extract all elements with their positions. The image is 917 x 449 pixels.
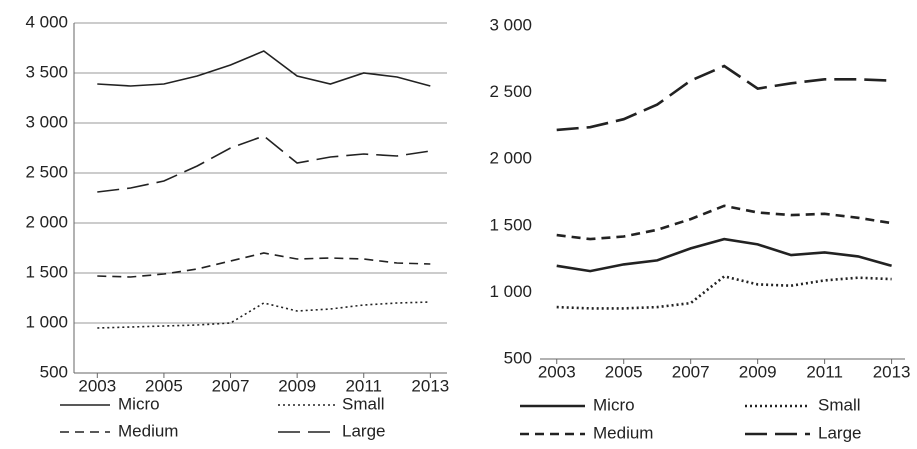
series-line (97, 252, 431, 278)
x-tick-label: 2013 (873, 362, 911, 381)
x-tick-label: 2003 (78, 376, 116, 395)
series-line (97, 50, 431, 87)
y-tick-label: 1 000 (25, 312, 68, 331)
x-tick-label: 2011 (806, 362, 843, 381)
x-tick-label: 2011 (345, 376, 382, 395)
y-tick-label: 500 (504, 348, 532, 367)
legend-label: Micro (118, 394, 160, 413)
y-tick-label: 3 500 (25, 62, 68, 81)
series-line (556, 274, 892, 310)
y-tick-label: 2 500 (489, 82, 532, 101)
x-tick-label: 2009 (278, 376, 316, 395)
legend-label: Large (342, 421, 385, 440)
y-tick-label: 2 500 (25, 162, 68, 181)
x-tick-label: 2013 (411, 376, 449, 395)
y-tick-label: 2 000 (25, 212, 68, 231)
legend-label: Medium (593, 423, 653, 442)
y-tick-label: 3 000 (489, 15, 532, 34)
legend-label: Small (818, 395, 861, 414)
series-line (556, 64, 892, 132)
x-tick-label: 2003 (538, 362, 576, 381)
legend-label: Small (342, 394, 385, 413)
y-tick-label: 2 000 (489, 149, 532, 168)
y-tick-label: 500 (40, 362, 68, 381)
series-line (556, 237, 892, 273)
legend-label: Medium (118, 421, 178, 440)
y-tick-label: 1 500 (25, 262, 68, 281)
y-tick-label: 1 000 (489, 282, 532, 301)
series-line (97, 135, 431, 193)
y-tick-label: 1 500 (489, 215, 532, 234)
y-tick-label: 4 000 (25, 12, 68, 31)
series-line (97, 301, 431, 329)
legend-label: Large (818, 423, 861, 442)
x-tick-label: 2009 (739, 362, 777, 381)
x-tick-label: 2005 (605, 362, 643, 381)
series-line (556, 204, 892, 241)
x-tick-label: 2005 (145, 376, 183, 395)
legend-label: Micro (593, 395, 635, 414)
x-tick-label: 2007 (212, 376, 250, 395)
x-tick-label: 2007 (672, 362, 710, 381)
y-tick-label: 3 000 (25, 112, 68, 131)
